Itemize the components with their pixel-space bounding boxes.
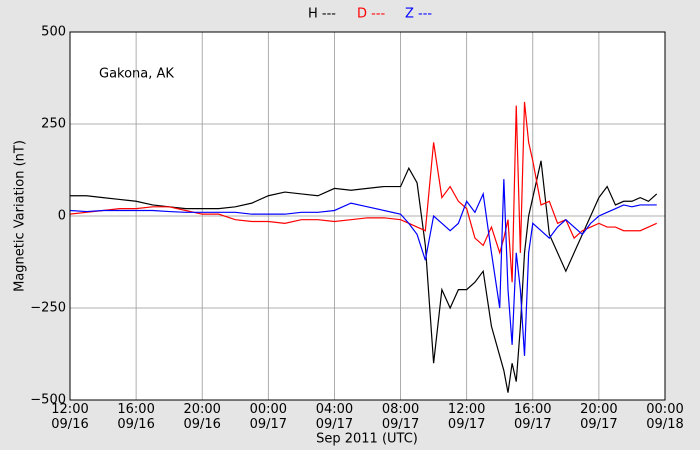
y-tick-label: 0: [58, 209, 66, 224]
x-tick-label: 00:00 09/17: [249, 402, 288, 432]
x-tick-label: 08:00 09/17: [381, 402, 420, 432]
x-tick-label: 20:00 09/17: [580, 402, 618, 432]
x-tick-label: 16:00 09/16: [117, 402, 155, 432]
annotation: Gakona, AK: [99, 67, 174, 82]
legend-entry: D ---: [357, 7, 386, 22]
series-line: [70, 179, 657, 356]
x-tick-label: 12:00 09/16: [51, 402, 89, 432]
series-line: [70, 160, 658, 393]
y-tick-label: 250: [41, 117, 66, 132]
y-axis-label: Magnetic Variation (nT): [13, 140, 28, 292]
x-axis-label: Sep 2011 (UTC): [316, 432, 418, 447]
x-tick-label: 04:00 09/17: [315, 402, 354, 432]
y-tick-label: −250: [30, 301, 66, 316]
x-tick-label: 20:00 09/16: [183, 402, 221, 432]
plot-border: [69, 31, 666, 401]
x-tick-label: 00:00 09/18: [646, 402, 684, 432]
series-line: [70, 101, 657, 283]
x-tick-label: 12:00 09/17: [447, 402, 486, 432]
legend-entry: H ---: [308, 7, 336, 22]
legend-entry: Z ---: [405, 7, 432, 22]
y-tick-label: −500: [30, 393, 66, 408]
x-tick-label: 16:00 09/17: [514, 402, 552, 432]
y-tick-label: 500: [41, 25, 66, 40]
